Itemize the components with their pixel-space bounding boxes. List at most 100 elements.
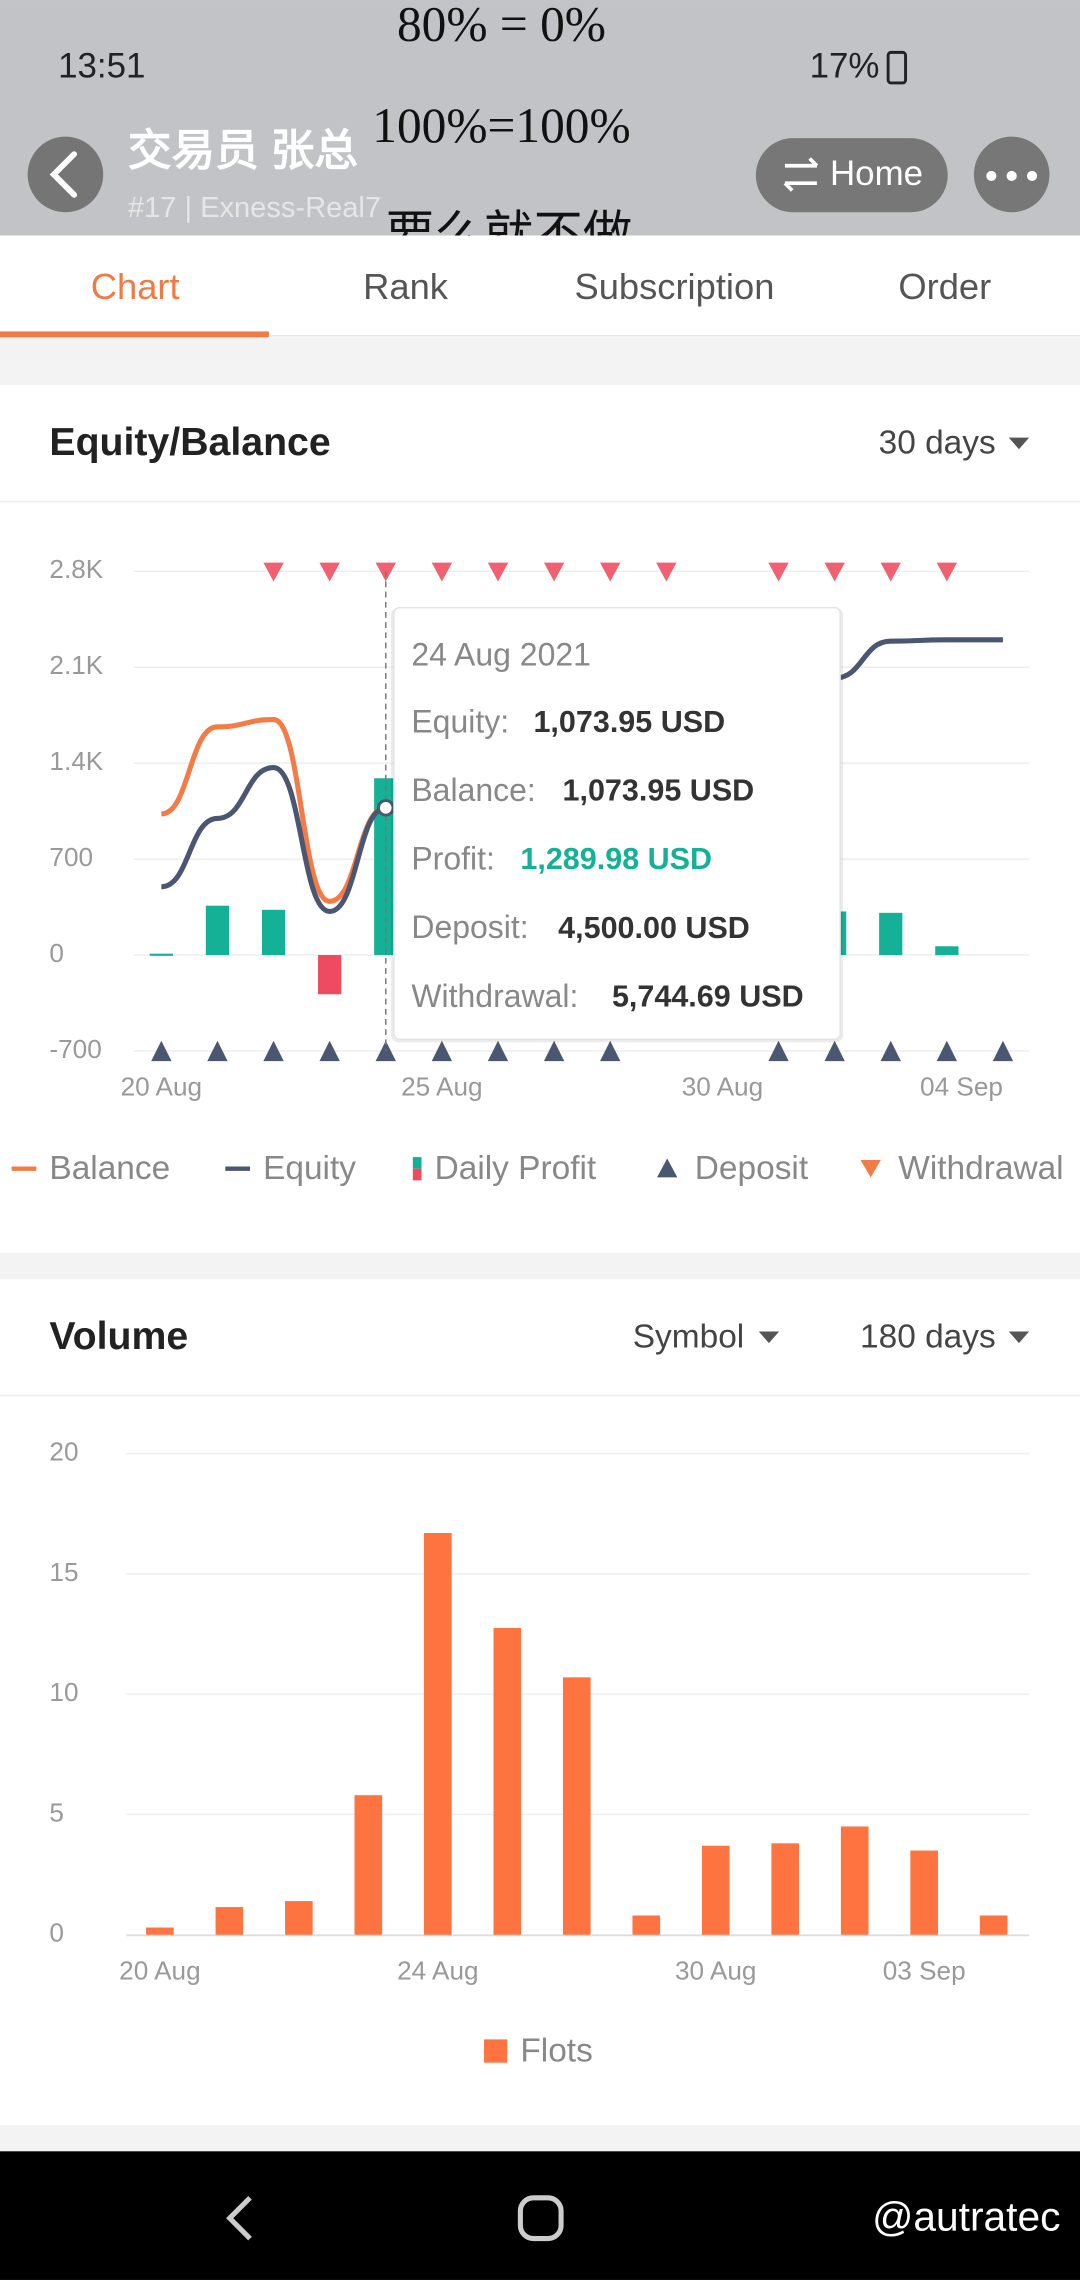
deposit-marker	[600, 1040, 621, 1062]
x-tick-label: 04 Sep	[920, 1072, 1003, 1102]
volume-bar	[910, 1850, 938, 1935]
tab[interactable]: Subscription	[574, 266, 774, 307]
tab[interactable]: Order	[898, 266, 991, 307]
x-tick-label: 20 Aug	[119, 1955, 200, 1985]
status-battery: 17%	[810, 47, 880, 86]
deposit-marker	[936, 1040, 958, 1062]
period-select[interactable]: 180 days	[860, 1319, 996, 1356]
tooltip-label: Deposit:	[411, 909, 528, 945]
profit-bar	[205, 905, 230, 956]
deposit-marker	[431, 1040, 453, 1062]
profit-bar	[149, 953, 173, 956]
deposit-marker	[880, 1040, 901, 1062]
x-tick-label: 24 Aug	[397, 1955, 478, 1985]
withdrawal-marker	[880, 562, 901, 582]
battery-icon	[886, 50, 908, 85]
profit-bar	[935, 946, 959, 956]
tooltip-label: Profit:	[411, 841, 495, 877]
x-tick-label: 25 Aug	[401, 1072, 482, 1102]
tooltip-value: 1,073.95 USD	[533, 705, 725, 739]
tooltip-value: 4,500.00 USD	[558, 911, 750, 945]
y-tick-label: 20	[49, 1437, 78, 1467]
volume-bar	[424, 1532, 452, 1935]
legend-swatch	[657, 1158, 678, 1178]
section-title: Volume	[49, 1314, 188, 1358]
watermark: @autratec	[872, 2193, 1060, 2239]
tab-bar	[0, 235, 1080, 338]
dot	[986, 170, 997, 182]
y-tick-label: 0	[49, 1918, 64, 1948]
tab-indicator	[0, 331, 269, 338]
deposit-marker	[151, 1040, 172, 1062]
volume-bar	[493, 1628, 522, 1935]
x-tick-label: 03 Sep	[883, 1955, 966, 1985]
tooltip-value: 5,744.69 USD	[612, 979, 804, 1013]
dot	[1006, 170, 1017, 182]
volume-bar	[771, 1843, 800, 1935]
deposit-marker	[487, 1040, 509, 1062]
deposit-marker	[543, 1040, 565, 1062]
legend-swatch	[412, 1168, 422, 1181]
y-tick-label: 2.1K	[49, 650, 103, 680]
status-time: 13:51	[58, 47, 145, 86]
volume-bar	[562, 1677, 591, 1935]
y-tick-label: 1.4K	[49, 746, 103, 776]
tooltip-value: 1,289.98 USD	[520, 842, 712, 876]
x-tick-label: 30 Aug	[682, 1072, 763, 1102]
tab[interactable]: Chart	[91, 266, 180, 307]
withdrawal-marker	[936, 562, 958, 582]
legend-label: Flots	[520, 2032, 592, 2069]
volume-card	[0, 1279, 1080, 2126]
legend-label: Equity	[263, 1150, 356, 1187]
dropdown-icon	[1008, 1331, 1030, 1344]
volume-bar	[285, 1901, 313, 1935]
y-tick-label: -700	[49, 1034, 101, 1064]
y-tick-label: 5	[49, 1797, 64, 1827]
profit-bar	[261, 909, 286, 956]
tooltip	[393, 606, 841, 1041]
withdrawal-marker	[656, 562, 677, 582]
legend-swatch	[484, 2039, 508, 2063]
withdrawal-marker	[487, 562, 509, 582]
deposit-marker	[207, 1040, 228, 1062]
legend-label: Balance	[49, 1150, 170, 1187]
legend-swatch	[860, 1159, 881, 1178]
legend-label: Withdrawal	[898, 1150, 1063, 1187]
x-tick-label: 30 Aug	[675, 1955, 756, 1985]
deposit-marker	[319, 1040, 340, 1062]
overlay-text: 80% = 0%	[397, 0, 606, 51]
period-select[interactable]: 30 days	[879, 425, 996, 462]
withdrawal-marker	[263, 562, 284, 582]
y-tick-label: 0	[49, 938, 64, 968]
legend-label: Deposit	[695, 1150, 809, 1187]
dot	[1026, 170, 1038, 182]
y-tick-label: 15	[49, 1557, 78, 1587]
hover-dot	[377, 799, 395, 817]
symbol-select[interactable]: Symbol	[633, 1319, 744, 1356]
nav-back[interactable]	[226, 2196, 252, 2241]
withdrawal-marker	[319, 562, 340, 582]
deposit-marker	[263, 1040, 284, 1062]
legend-label: Daily Profit	[435, 1150, 597, 1187]
tooltip-date: 24 Aug 2021	[411, 636, 591, 672]
section-title: Equity/Balance	[49, 420, 330, 464]
line	[160, 637, 1003, 914]
volume-bar	[701, 1845, 730, 1935]
tooltip-label: Withdrawal:	[411, 978, 578, 1014]
nav-bar	[0, 2151, 1080, 2280]
tooltip-label: Balance:	[411, 772, 535, 808]
x-tick-label: 20 Aug	[121, 1072, 202, 1102]
back-button[interactable]	[27, 136, 104, 213]
home-button[interactable]	[755, 138, 948, 213]
y-tick-label: 2.8K	[49, 554, 103, 584]
trader-account: #17 | Exness-Real7	[128, 192, 381, 224]
dropdown-icon	[1008, 437, 1030, 450]
tab[interactable]: Rank	[363, 266, 449, 307]
nav-home[interactable]	[517, 2195, 564, 2242]
volume-bar	[979, 1915, 1008, 1935]
withdrawal-marker	[543, 562, 565, 582]
home-label: Home	[830, 154, 923, 193]
volume-bar	[632, 1915, 661, 1935]
